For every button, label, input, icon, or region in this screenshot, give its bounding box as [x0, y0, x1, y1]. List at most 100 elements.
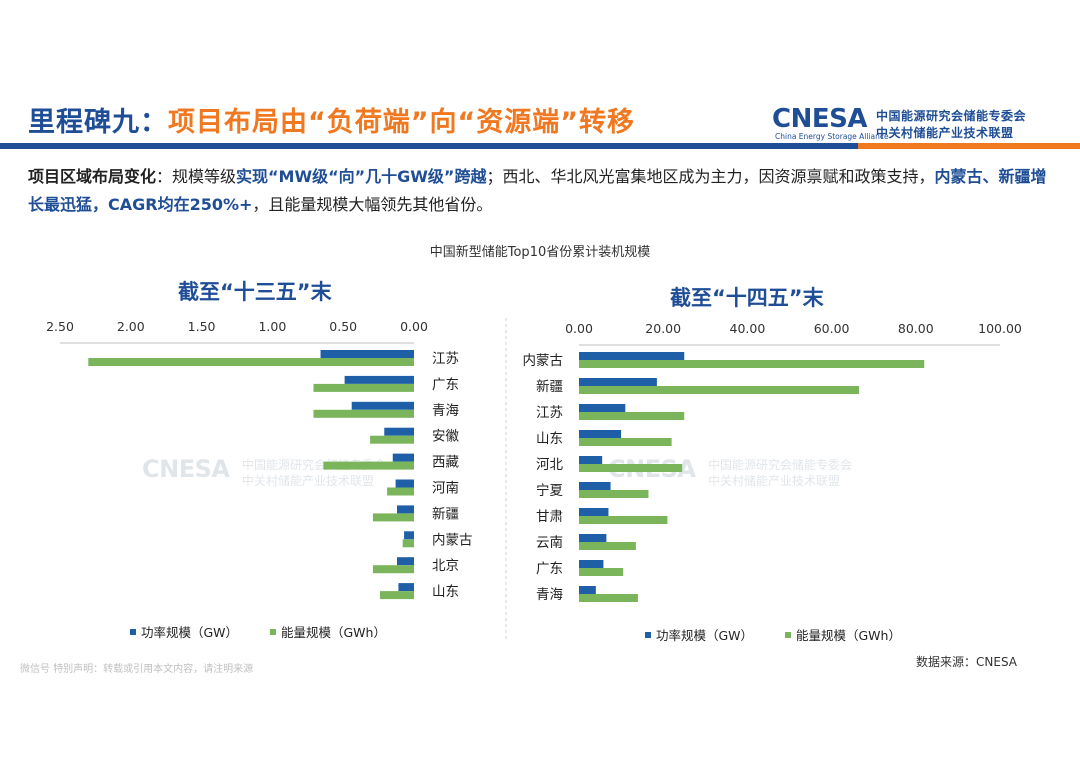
chart2-bar-power: [579, 430, 622, 438]
chart1-bar-energy: [387, 487, 414, 496]
chart1-tick-label: 2.50: [46, 319, 74, 334]
chart2-bar-energy: [579, 438, 672, 446]
chart2-category-label: 新疆: [536, 379, 563, 395]
data-source: 数据来源：CNESA: [916, 655, 1017, 669]
chart2-bar-power: [579, 378, 657, 386]
chart1-bar-energy: [313, 409, 414, 418]
chart1-category-label: 青海: [432, 403, 459, 419]
chart2-legend-swatch: [785, 632, 791, 638]
chart1-bar-power: [395, 479, 414, 488]
chart1-tick-label: 1.50: [188, 319, 216, 334]
chart1-bar-energy: [370, 435, 414, 444]
desc-highlight-1: 实现“MW级“向”几十GW级”跨越: [236, 167, 487, 186]
desc-highlight-2: 内蒙古、新疆增长最迅猛，CAGR均在250%+: [28, 167, 1047, 214]
title-prefix: 里程碑九：: [28, 107, 168, 138]
chart2-category-label: 内蒙古: [523, 353, 564, 369]
chart1-category-label: 内蒙古: [432, 532, 473, 548]
chart2-tick-label: 100.00: [978, 321, 1022, 336]
header-divider-orange: [858, 143, 1080, 149]
footer-note: 微信号 特别声明：转载或引用本文内容，请注明来源: [20, 664, 254, 675]
chart1-bar-energy: [313, 383, 414, 392]
chart1-bar-power: [351, 401, 414, 410]
chart2-bar-energy: [579, 594, 638, 602]
right-chart-title: 截至“十四五”末: [670, 286, 824, 310]
chart2-bar-energy: [579, 568, 624, 576]
chart2-bar-power: [579, 586, 596, 594]
chart1-bar-power: [392, 453, 414, 462]
chart2-category-label: 河北: [536, 457, 564, 473]
chart1-bar-power: [320, 350, 414, 358]
chart2-bar-energy: [579, 412, 685, 420]
desc-sep: ：规模等级: [156, 167, 237, 186]
logo-brand: CNESA: [772, 104, 867, 134]
header-divider-blue: [0, 143, 858, 149]
chart1-legend-swatch: [130, 629, 136, 635]
chart2-category-label: 青海: [536, 587, 563, 603]
desc-label: 项目区域布局变化: [28, 167, 157, 186]
chart2-category-label: 广东: [536, 561, 563, 577]
chart1-tick-label: 0.00: [400, 319, 428, 334]
chart2-bar-power: [579, 404, 626, 412]
chart1-legend-label: 能量规模（GWh）: [281, 625, 386, 640]
chart1-bar-energy: [372, 565, 414, 574]
chart2-category-label: 甘肃: [536, 509, 563, 525]
chart2-bar-power: [579, 482, 611, 490]
chart1-bar-power: [384, 427, 414, 436]
chart1-bar-power: [398, 583, 414, 592]
chart2-bar-energy: [579, 386, 859, 394]
desc-text-3: ，且能量规模大幅领先其他省份。: [252, 195, 493, 214]
chart2-bar-power: [579, 508, 609, 516]
chart1-bar-energy: [88, 358, 414, 366]
chart1-tick-label: 1.00: [258, 319, 286, 334]
chart1-category-label: 安徽: [432, 429, 459, 445]
chart2-bar-power: [579, 456, 603, 464]
chart1-bar-power: [397, 557, 414, 566]
left-chart-title: 截至“十三五”末: [178, 280, 332, 304]
chart1-legend-label: 功率规模（GW）: [141, 625, 238, 640]
chart2-bar-energy: [579, 516, 668, 524]
chart2-category-label: 云南: [536, 535, 563, 551]
chart1-legend-swatch: [270, 629, 276, 635]
chart2-tick-label: 80.00: [898, 321, 934, 336]
chart1-bar-power: [397, 505, 414, 514]
chart1-bar-energy: [380, 591, 414, 600]
chart1-category-label: 广东: [432, 377, 459, 393]
cnesa-logo: CNESA China Energy Storage Alliance 中国能源…: [772, 104, 1072, 144]
chart2-tick-label: 0.00: [565, 321, 593, 336]
chart1-bar-energy: [372, 513, 414, 522]
chart1-tick-label: 2.00: [117, 319, 145, 334]
logo-brand-sub: China Energy Storage Alliance: [775, 132, 889, 141]
chart2-bar-energy: [579, 464, 683, 472]
chart1-category-label: 河南: [432, 481, 459, 497]
chart1-category-label: 西藏: [432, 455, 459, 471]
title-main: 项目布局由“负荷端”向“资源端”转移: [168, 107, 635, 138]
chart2-bar-energy: [579, 360, 925, 368]
chart2-tick-label: 20.00: [645, 321, 681, 336]
chart2-tick-label: 60.00: [814, 321, 850, 336]
chart1-bar-power: [344, 375, 414, 384]
chart1-bar-energy: [323, 461, 414, 470]
chart1-category-label: 新疆: [432, 506, 459, 522]
page-title: 里程碑九：项目布局由“负荷端”向“资源端”转移: [28, 100, 635, 139]
chart2-tick-label: 40.00: [730, 321, 766, 336]
chart2-bar-power: [579, 560, 604, 568]
chart2-bar-power: [579, 534, 607, 542]
chart2-category-label: 江苏: [536, 405, 563, 421]
chart2-legend-label: 功率规模（GW）: [656, 628, 753, 643]
chart1-bar-energy: [402, 539, 414, 548]
desc-text-2: ；西北、华北风光富集地区成为主力，因资源禀赋和政策支持，: [486, 167, 935, 186]
description: 项目区域布局变化：规模等级实现“MW级“向”几十GW级”跨越；西北、华北风光富集…: [28, 163, 1058, 219]
chart1-category-label: 北京: [432, 558, 459, 574]
chart2-bar-power: [579, 352, 685, 360]
chart-main-title: 中国新型储能Top10省份累计装机规模: [429, 245, 651, 260]
logo-cn-line1: 中国能源研究会储能专委会: [876, 109, 1027, 123]
chart1-category-label: 山东: [432, 584, 459, 600]
chart2-category-label: 山东: [536, 431, 563, 447]
chart2-bar-energy: [579, 542, 636, 550]
chart1-category-label: 江苏: [432, 351, 459, 367]
chart2-category-label: 宁夏: [536, 482, 564, 499]
chart2-bar-energy: [579, 490, 649, 498]
chart1-tick-label: 0.50: [329, 319, 357, 334]
chart1-bar-power: [404, 531, 414, 540]
